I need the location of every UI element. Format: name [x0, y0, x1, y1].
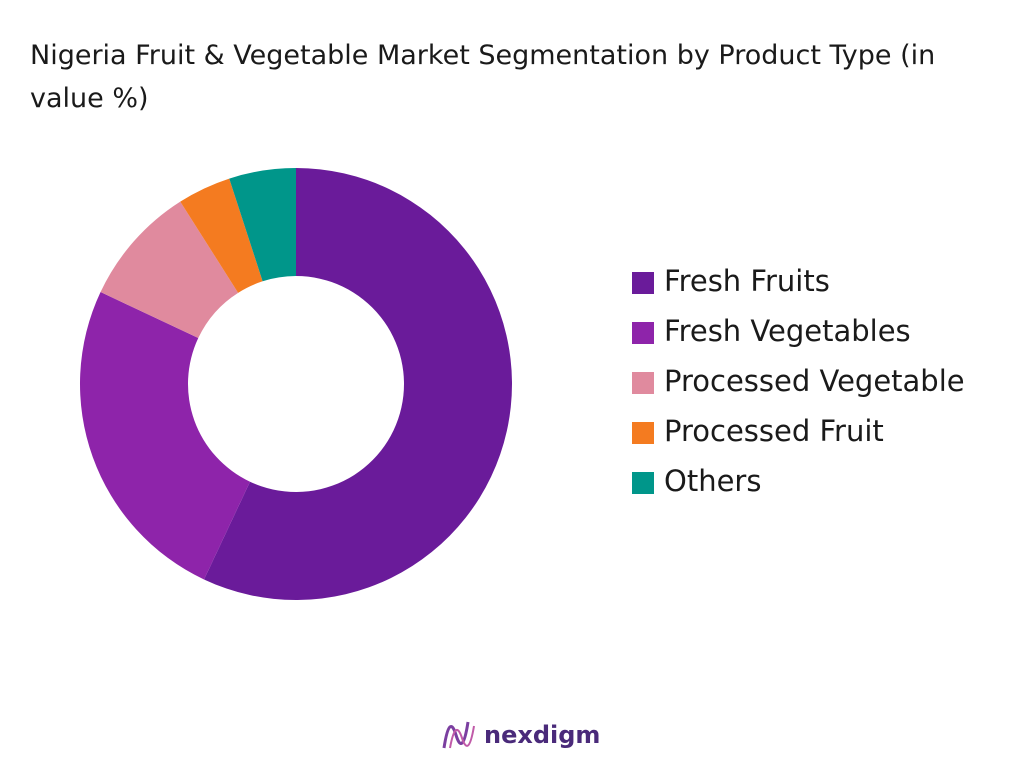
- legend-label: Processed Fruit: [664, 414, 884, 448]
- donut-slice: [180, 178, 263, 293]
- donut-slice: [79, 292, 251, 580]
- logo-text: nexdigm: [484, 721, 600, 749]
- logo-icon: [449, 725, 475, 749]
- legend-swatch: [632, 272, 654, 294]
- donut-slice: [229, 168, 296, 282]
- legend-swatch: [632, 372, 654, 394]
- legend-label: Others: [664, 464, 761, 498]
- legend-swatch: [632, 422, 654, 444]
- legend-label: Fresh Vegetables: [664, 314, 911, 348]
- donut-slice: [204, 168, 512, 600]
- logo-icon: [442, 721, 470, 749]
- legend-label: Processed Vegetable: [664, 364, 965, 398]
- legend-swatch: [632, 472, 654, 494]
- chart-title: Nigeria Fruit & Vegetable Market Segment…: [30, 40, 936, 114]
- logo: nexdigm: [442, 721, 600, 749]
- legend-label: Fresh Fruits: [664, 264, 830, 298]
- donut-slice: [100, 201, 239, 339]
- legend-swatch: [632, 322, 654, 344]
